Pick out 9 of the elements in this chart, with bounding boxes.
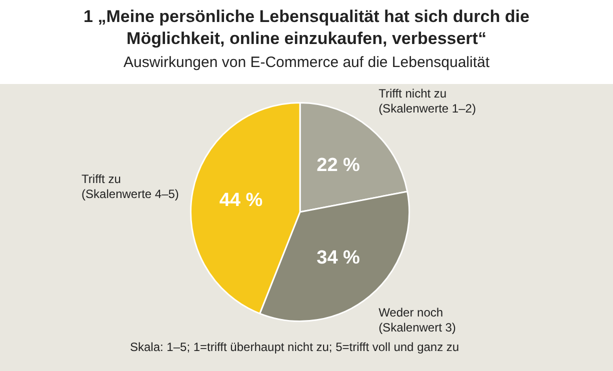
chart-title: 1 „Meine persönliche Lebensqualität hat sich durch die Möglichkeit, online einzukaufen, verbessert“ (82, 6, 530, 50)
data-label: 44 % (219, 190, 263, 211)
data-label: 34 % (316, 248, 360, 269)
data-label: 22 % (316, 154, 360, 176)
chart-subtitle: Auswirkungen von E-Commerce auf die Lebensqualität (122, 53, 491, 73)
slice-label: Trifft nicht zu (Skalenwerte 1–2) (378, 86, 476, 116)
slice-label: Weder noch (Skalenwert 3) (378, 305, 456, 334)
text: Skala: 1–5; 1=trifft überhaupt nicht zu; 5=trifft voll und ganz zu (130, 340, 460, 354)
slice-label: Trifft zu (Skalenwerte 4–5) (82, 172, 179, 202)
